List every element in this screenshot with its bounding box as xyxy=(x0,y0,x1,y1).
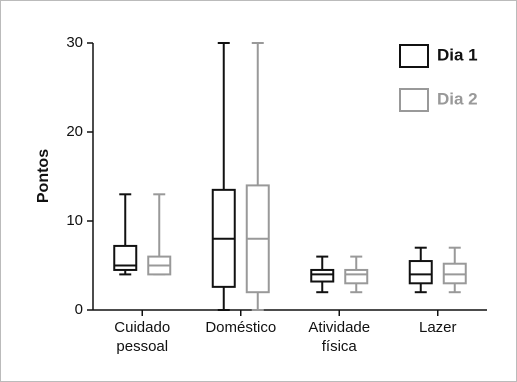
legend-label: Dia 1 xyxy=(437,45,478,64)
box xyxy=(344,268,369,285)
x-tick-label: Cuidado pessoal xyxy=(114,319,170,355)
x-tick-label-line: Cuidado xyxy=(114,319,170,336)
x-tick-label: Lazer xyxy=(419,319,457,336)
legend-label: Dia 2 xyxy=(437,89,478,108)
x-tick-label: Atividade física xyxy=(308,319,370,355)
legend-swatch xyxy=(399,44,429,68)
y-tick-label: 30 xyxy=(66,34,83,51)
legend-swatch xyxy=(399,88,429,112)
x-tick-label-line: física xyxy=(322,338,358,355)
y-axis-label: Pontos xyxy=(35,149,52,203)
box xyxy=(113,244,138,271)
box xyxy=(408,260,433,285)
y-tick-label: 0 xyxy=(75,301,83,318)
box xyxy=(310,268,335,283)
x-tick-label: Doméstico xyxy=(205,319,276,336)
y-tick-label: 10 xyxy=(66,212,83,229)
x-tick-label-line: pessoal xyxy=(116,338,168,355)
y-tick-label: 20 xyxy=(66,123,83,140)
x-tick-label-line: Atividade xyxy=(308,319,370,336)
